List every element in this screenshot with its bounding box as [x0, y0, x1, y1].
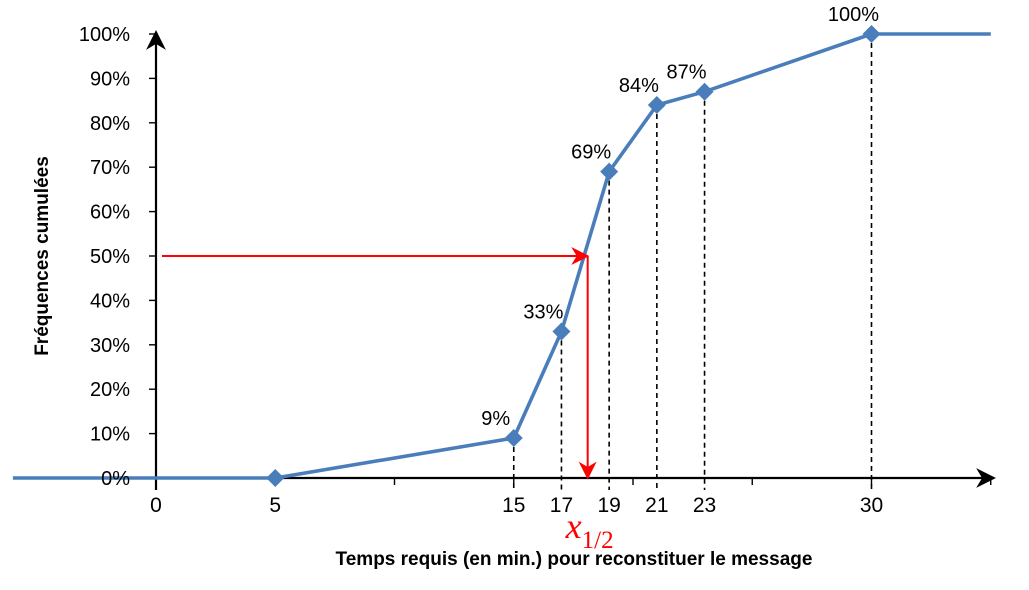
x-tick-label: 15	[502, 494, 525, 517]
y-axis-title: Fréquences cumulées	[32, 156, 53, 356]
median-label-subscript: 1/2	[582, 527, 614, 554]
y-tick-label: 20%	[90, 379, 130, 401]
data-point-marker	[600, 162, 619, 181]
y-tick-label: 10%	[90, 424, 130, 446]
data-label: 84%	[619, 75, 659, 97]
y-tick-label: 70%	[90, 157, 130, 179]
data-label: 33%	[523, 301, 563, 323]
guide-lines	[512, 34, 873, 490]
y-tick-label: 80%	[90, 113, 130, 135]
data-label: 87%	[667, 62, 707, 84]
data-point-marker	[552, 322, 571, 341]
median-construction	[162, 247, 597, 480]
x-tick-label: 0	[150, 494, 162, 517]
axes	[18, 30, 996, 490]
y-tick-label: 0%	[101, 468, 130, 490]
data-point-marker	[504, 429, 523, 448]
x-tick-label: 30	[860, 494, 883, 517]
y-tick-label: 50%	[90, 246, 130, 268]
median-label: x1/2	[565, 506, 614, 554]
x-axis-title: Temps requis (en min.) pour reconstituer…	[336, 549, 813, 570]
data-point-marker	[695, 82, 714, 101]
data-point-marker	[266, 469, 285, 487]
y-tick-label: 90%	[90, 68, 130, 90]
series-group	[12, 25, 991, 487]
labels-group: 0% 10% 20% 30% 40% 50% 60% 70% 80% 90% 100% 0 5 15 17 1…	[32, 4, 883, 570]
y-tick-label: 60%	[90, 202, 130, 224]
y-tick-label: 40%	[90, 290, 130, 312]
y-tick-label: 30%	[90, 335, 130, 357]
data-label: 100%	[828, 4, 879, 26]
x-tick-label: 5	[269, 494, 281, 517]
x-tick-label: 21	[645, 494, 668, 517]
x-tick-label: 17	[550, 494, 573, 517]
y-tick-label: 100%	[79, 24, 130, 46]
x-tick-label: 23	[693, 494, 716, 517]
data-point-marker	[647, 96, 666, 115]
x-tick-label: 19	[597, 494, 620, 517]
median-label-base: x	[565, 506, 582, 546]
data-label: 69%	[571, 142, 611, 164]
data-point-marker	[862, 25, 881, 43]
data-label: 9%	[481, 408, 510, 430]
